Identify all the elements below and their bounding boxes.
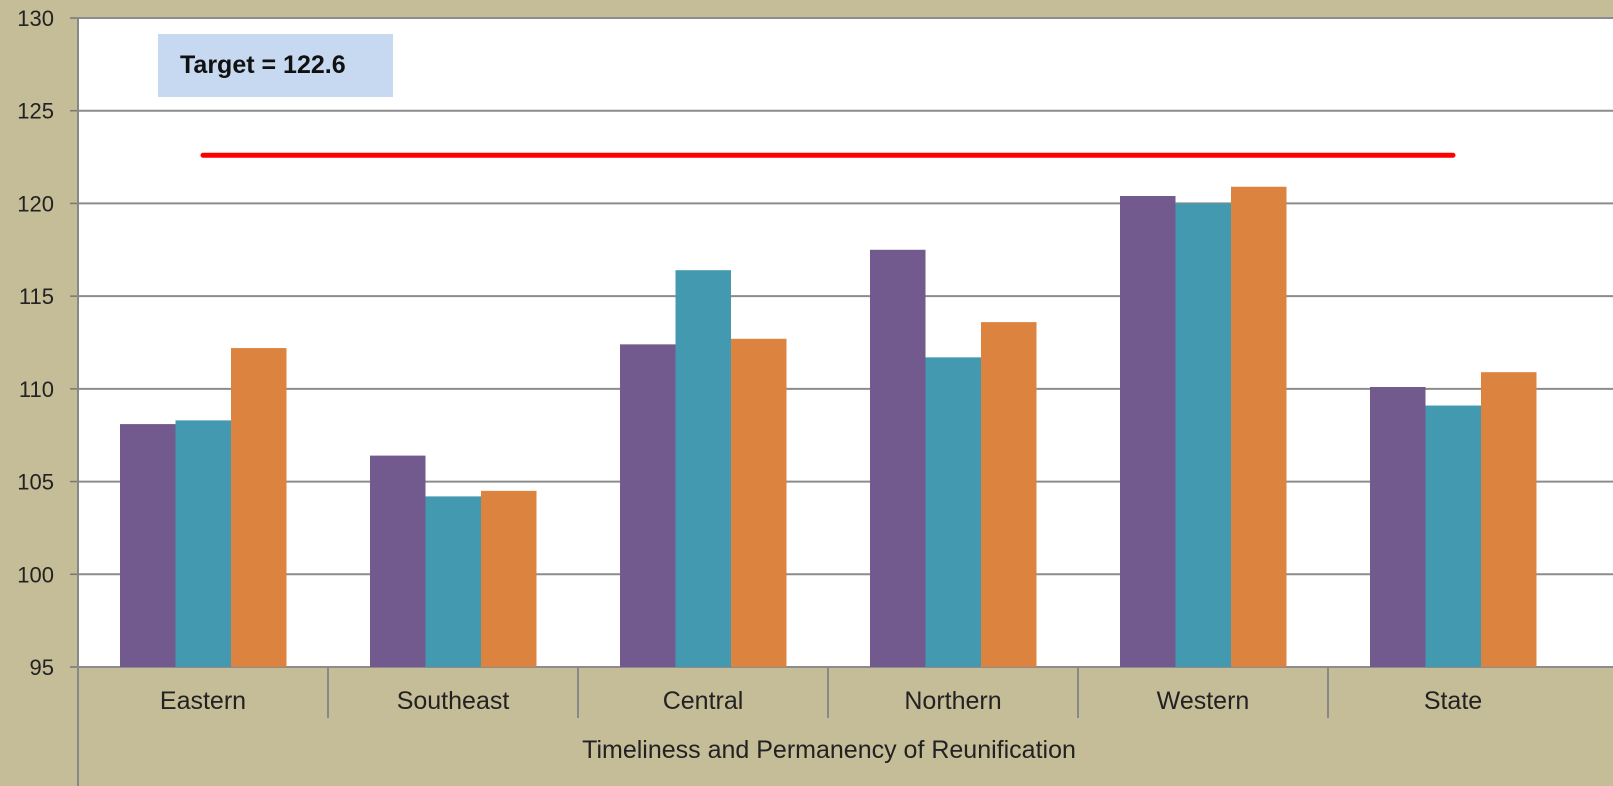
bar xyxy=(870,249,926,668)
y-tick-label: 105 xyxy=(17,470,54,495)
bar xyxy=(925,357,981,667)
bar xyxy=(1370,387,1426,667)
x-category-labels: Eastern Southeast Central Northern Western St… xyxy=(160,667,1482,718)
y-tick-label: 125 xyxy=(17,99,54,124)
bar xyxy=(231,348,287,667)
bar xyxy=(620,344,676,667)
bar xyxy=(370,455,426,667)
x-category-label: Northern xyxy=(904,687,1001,715)
y-tick-label: 100 xyxy=(17,562,54,587)
bar xyxy=(731,338,787,667)
x-category-label: Western xyxy=(1157,687,1250,715)
x-category-label: Central xyxy=(663,687,744,715)
bar xyxy=(1175,203,1231,667)
y-tick-label: 115 xyxy=(19,284,54,309)
bar xyxy=(1120,196,1176,668)
x-category-label: Southeast xyxy=(397,687,510,715)
bar xyxy=(120,424,176,667)
bar xyxy=(425,496,481,667)
target-label-box xyxy=(158,34,393,97)
gridlines xyxy=(70,17,1613,668)
bar xyxy=(1231,186,1287,668)
y-tick-label: 95 xyxy=(30,655,54,680)
y-tick-label: 120 xyxy=(17,191,54,216)
x-category-label: Eastern xyxy=(160,687,246,715)
x-axis-title: Timeliness and Permanency of Reunificati… xyxy=(582,736,1076,764)
target-label: Target = 122.6 xyxy=(180,51,346,79)
bar xyxy=(1481,372,1537,667)
bar xyxy=(675,270,731,667)
bars xyxy=(120,186,1537,668)
x-category-label: State xyxy=(1424,687,1482,715)
plot-area xyxy=(78,18,1613,667)
y-tick-labels: 95 100 105 110 115 120 125 130 xyxy=(17,6,54,680)
y-tick-label: 110 xyxy=(19,377,54,402)
bar xyxy=(1425,405,1481,667)
bar xyxy=(175,420,231,667)
bar xyxy=(981,322,1037,667)
y-tick-label: 130 xyxy=(17,6,54,31)
bar xyxy=(481,490,537,667)
